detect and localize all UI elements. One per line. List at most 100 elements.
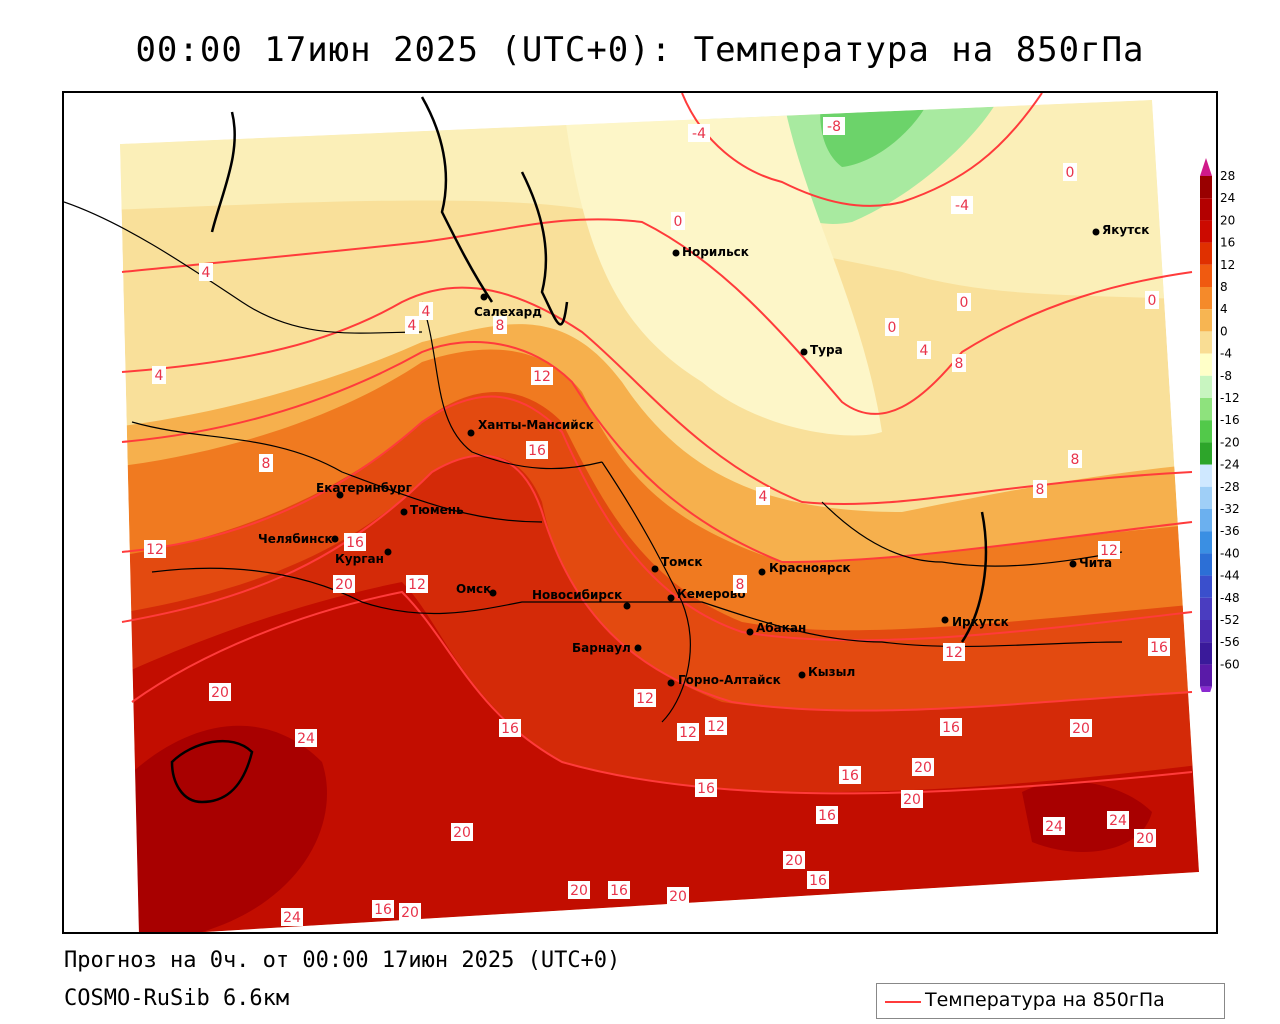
- city-abakan: Абакан: [746, 621, 806, 636]
- temperature-map[interactable]: Салехард Норильск Якутск Тура Ханты-Манс…: [62, 91, 1218, 934]
- city-tomsk: Томск: [651, 555, 703, 573]
- svg-text:20: 20: [570, 883, 588, 899]
- contour-value-label: 20: [451, 823, 473, 841]
- svg-text:16: 16: [841, 768, 859, 784]
- contour-value-label: 24: [1043, 817, 1065, 835]
- scale-tick-label: 12: [1220, 258, 1235, 272]
- svg-text:Тура: Тура: [810, 343, 843, 357]
- contour-value-label: 20: [1070, 719, 1092, 737]
- svg-text:4: 4: [422, 304, 431, 320]
- contour-value-label: 8: [1033, 480, 1047, 498]
- scale-swatch: [1200, 220, 1212, 243]
- contour-value-label: 12: [677, 723, 699, 741]
- scale-swatch: [1200, 509, 1212, 532]
- svg-text:20: 20: [914, 760, 932, 776]
- svg-text:16: 16: [610, 883, 628, 899]
- svg-text:Салехард: Салехард: [474, 305, 542, 319]
- scale-tick-label: 20: [1220, 213, 1235, 227]
- svg-text:0: 0: [1066, 165, 1075, 181]
- svg-text:16: 16: [501, 721, 519, 737]
- scale-swatch: [1200, 331, 1212, 354]
- svg-text:20: 20: [903, 792, 921, 808]
- scale-tick-label: 8: [1220, 280, 1228, 294]
- scale-tick-label: -4: [1220, 347, 1232, 361]
- svg-text:4: 4: [759, 489, 768, 505]
- contour-value-label: 12: [705, 717, 727, 735]
- city-chelyabinsk: Челябинск: [258, 532, 339, 546]
- svg-text:12: 12: [533, 369, 551, 385]
- svg-text:Томск: Томск: [661, 555, 703, 569]
- scale-tick-label: -44: [1220, 569, 1240, 583]
- contour-value-label: 20: [901, 790, 923, 808]
- scale-tick-label: 16: [1220, 236, 1235, 250]
- city-kemerovo: Кемерово: [667, 587, 746, 602]
- scale-tick-label: -8: [1220, 369, 1232, 383]
- svg-text:Горно-Алтайск: Горно-Алтайск: [678, 673, 781, 687]
- contour-value-label: 16: [608, 881, 630, 899]
- contour-value-label: 12: [144, 540, 166, 558]
- svg-text:Новосибирск: Новосибирск: [532, 588, 622, 602]
- scale-swatch: [1200, 531, 1212, 554]
- contour-value-label: 20: [783, 851, 805, 869]
- contour-value-label: 24: [281, 908, 303, 926]
- scale-tick-label: -60: [1220, 657, 1240, 671]
- scale-swatch: [1200, 353, 1212, 376]
- svg-text:Кемерово: Кемерово: [677, 587, 746, 601]
- contour-value-label: 16: [344, 533, 366, 551]
- contour-value-label: 4: [152, 366, 166, 384]
- contour-value-label: -4: [688, 124, 710, 142]
- contour-value-label: 12: [1098, 541, 1120, 559]
- svg-text:Челябинск: Челябинск: [258, 532, 333, 546]
- svg-text:Иркутск: Иркутск: [952, 615, 1009, 629]
- contour-value-label: 16: [372, 900, 394, 918]
- color-scale: 28 24 20 16 12 8 4 0 -4 -8 -12 -16 -20 -24 -28 -32 -36 -4…: [1198, 156, 1280, 705]
- svg-text:24: 24: [297, 731, 315, 747]
- city-yakutsk: Якутск: [1092, 223, 1149, 237]
- contour-value-label: 20: [399, 903, 421, 921]
- svg-text:8: 8: [262, 456, 271, 472]
- city-chita: Чита: [1069, 556, 1112, 570]
- svg-text:0: 0: [960, 295, 969, 311]
- svg-text:16: 16: [942, 720, 960, 736]
- legend: Температура на 850гПа: [876, 983, 1225, 1019]
- contour-value-label: 4: [419, 302, 433, 320]
- contour-value-label: 20: [333, 575, 355, 593]
- contour-value-label: 20: [209, 683, 231, 701]
- contour-value-label: 8: [1068, 450, 1082, 468]
- temperature-field: [120, 100, 1199, 932]
- scale-swatch: [1200, 264, 1212, 287]
- scale-swatch: [1200, 664, 1212, 687]
- contour-value-label: 4: [756, 487, 770, 505]
- contour-value-label: 24: [1107, 811, 1129, 829]
- contour-value-label: 8: [733, 575, 747, 593]
- scale-tick-label: -32: [1220, 502, 1240, 516]
- scale-swatch: [1200, 620, 1212, 643]
- scale-swatch: [1200, 242, 1212, 265]
- svg-text:8: 8: [736, 577, 745, 593]
- scale-swatch: [1200, 309, 1212, 332]
- scale-bottom-arrow: [1200, 686, 1212, 705]
- svg-text:4: 4: [155, 368, 164, 384]
- scale-tick-label: -16: [1220, 413, 1240, 427]
- city-norilsk: Норильск: [672, 245, 749, 259]
- contour-value-label: 16: [839, 766, 861, 784]
- svg-text:4: 4: [202, 265, 211, 281]
- city-salekhard: Салехард: [474, 293, 542, 319]
- svg-text:16: 16: [346, 535, 364, 551]
- svg-text:-4: -4: [955, 198, 969, 214]
- contour-value-label: 16: [499, 719, 521, 737]
- svg-text:Кызыл: Кызыл: [808, 665, 855, 679]
- svg-text:20: 20: [211, 685, 229, 701]
- scale-tick-label: -28: [1220, 480, 1240, 494]
- svg-text:16: 16: [1150, 640, 1168, 656]
- contour-value-label: 4: [917, 341, 931, 359]
- scale-swatch: [1200, 375, 1212, 398]
- svg-text:Екатеринбург: Екатеринбург: [316, 481, 412, 495]
- svg-text:12: 12: [1100, 543, 1118, 559]
- svg-text:4: 4: [920, 343, 929, 359]
- svg-text:20: 20: [335, 577, 353, 593]
- scale-tick-label: -56: [1220, 635, 1240, 649]
- svg-text:24: 24: [283, 910, 301, 926]
- svg-text:16: 16: [528, 443, 546, 459]
